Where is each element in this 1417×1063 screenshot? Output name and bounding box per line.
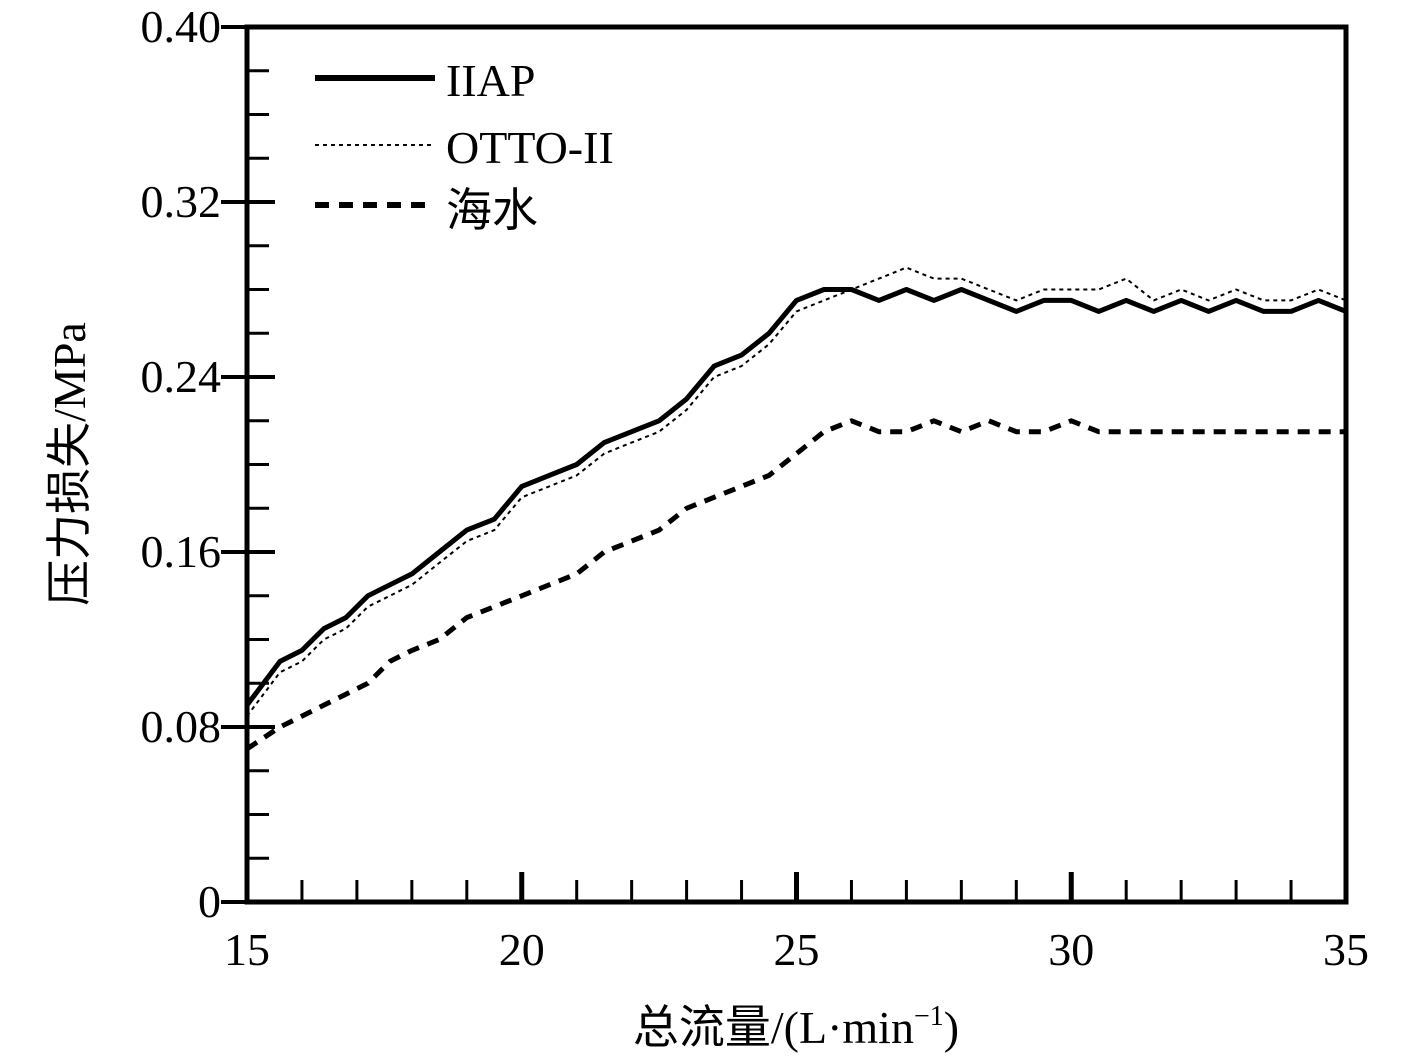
plot-frame	[244, 24, 1349, 905]
x-axis-title-superscript: −1	[914, 1001, 944, 1032]
tick-labels: 0 0.08 0.16 0.24 0.32 0.40 15 20 25 30 35	[141, 1, 1370, 975]
x-tick-label: 25	[774, 924, 820, 975]
y-tick-label: 0.16	[141, 526, 222, 577]
series-line-1	[246, 266, 1347, 717]
series-line-0	[245, 287, 1347, 707]
x-tick-label: 20	[499, 924, 545, 975]
y-tick-label: 0.08	[141, 701, 222, 752]
series-line-2	[245, 418, 1346, 751]
legend-label-seawater: 海水	[446, 185, 538, 236]
y-tick-label: 0.32	[141, 176, 222, 227]
x-tick-label: 35	[1323, 924, 1369, 975]
legend-label-iiap: IIAP	[446, 55, 535, 106]
legend: IIAP OTTO-II 海水	[315, 55, 614, 236]
x-axis-title: 总流量/(L·min−1)	[633, 1001, 959, 1053]
y-tick-label: 0	[198, 876, 221, 927]
x-tick-label: 15	[224, 924, 270, 975]
x-tick-label: 30	[1048, 924, 1094, 975]
y-axis-title: 压力损失/MPa	[44, 322, 95, 606]
y-tick-label: 0.40	[141, 1, 222, 52]
y-tick-label: 0.24	[141, 351, 222, 402]
legend-label-otto-ii: OTTO-II	[446, 122, 614, 173]
series-layer	[245, 266, 1347, 751]
